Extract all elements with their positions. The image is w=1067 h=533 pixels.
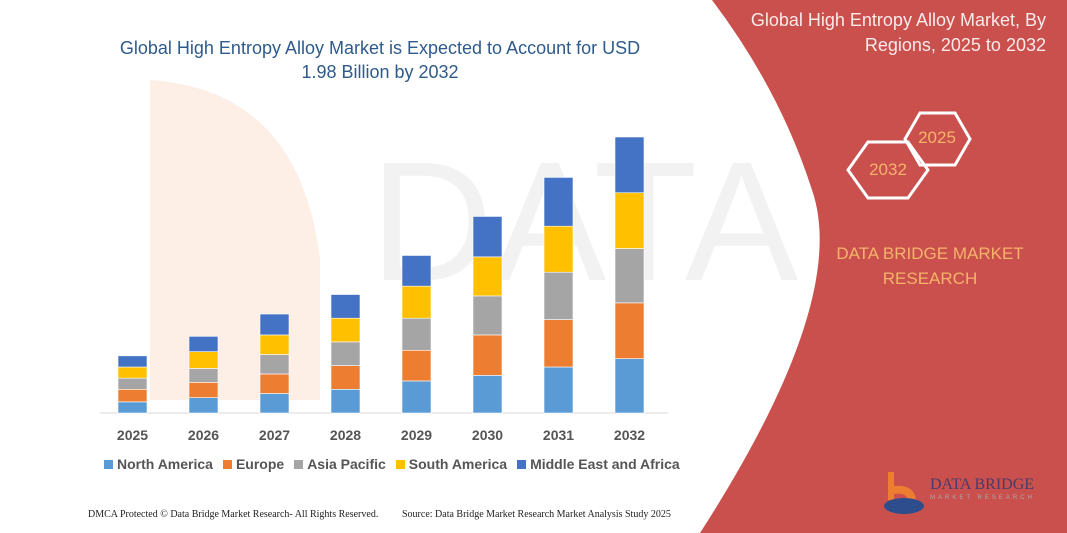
legend-label: North America [117,456,213,472]
bar-2029-europe [401,349,432,382]
bar-2031-europe [543,319,574,368]
bar-2030-europe [472,334,503,376]
bar-2025-middle-east-and-africa [117,355,148,368]
bar-2032-europe [614,302,645,359]
bar-2031-middle-east-and-africa [543,177,574,227]
watermark-text: DATA [370,127,799,317]
legend-item: South America [395,456,508,472]
bar-2028-middle-east-and-africa [330,294,361,319]
bar-2026-middle-east-and-africa [188,336,219,352]
bar-2028-south-america [330,317,361,343]
x-tick-label: 2027 [259,427,290,443]
x-tick-label: 2028 [330,427,361,443]
hex-label-2032: 2032 [869,160,907,179]
logo-text: DATA BRIDGE [930,476,1035,493]
x-tick-label: 2030 [472,427,503,443]
hexagon-2025 [903,111,972,167]
red-panel [700,0,1067,533]
bar-2030-middle-east-and-africa [472,216,503,258]
legend-swatch [395,460,405,469]
brand-text: DATA BRIDGE MARKET RESEARCH [836,244,1024,288]
bar-2031-south-america [543,225,574,273]
bar-2031-north-america [543,366,574,414]
bar-2027-north-america [259,393,290,414]
bar-2028-asia-pacific [330,341,361,366]
bar-2030-asia-pacific [472,295,503,336]
footer-copyright: DMCA Protected © Data Bridge Market Rese… [88,509,379,520]
bar-2025-south-america [117,366,148,379]
footer-source: Source: Data Bridge Market Research Mark… [402,509,671,520]
legend-item: Middle East and Africa [517,456,680,472]
x-tick-label: 2025 [117,427,148,443]
bar-2032-north-america [614,358,645,414]
bar-2025-asia-pacific [117,377,148,390]
data-bridge-logo-icon [884,472,924,514]
bar-2028-north-america [330,389,361,414]
legend-label: Europe [235,456,285,472]
logo-subtext: MARKET RESEARCH [930,495,1035,501]
bar-2027-asia-pacific [259,354,290,375]
bar-2029-south-america [401,285,432,319]
legend-item: North America [104,456,213,472]
bar-2028-europe [330,365,361,390]
bar-2025-north-america [117,401,148,414]
legend-label: South America [408,456,508,472]
bar-2029-asia-pacific [401,317,432,351]
x-tick-label: 2032 [614,427,645,443]
legend-swatch [517,460,527,469]
legend-item: Asia Pacific [294,456,386,472]
legend-swatch [104,460,113,469]
chart-title: Global High Entropy Alloy Market is Expe… [119,38,641,82]
x-tick-label: 2029 [401,427,432,443]
bar-2032-asia-pacific [614,248,645,304]
bar-2030-north-america [472,375,503,414]
bar-2032-middle-east-and-africa [614,136,645,194]
hex-label-2025: 2025 [918,128,956,147]
bar-2027-europe [259,373,290,394]
bar-2026-north-america [188,397,219,414]
hexagon-2032 [846,140,930,200]
legend-label: Asia Pacific [307,456,386,472]
bar-2029-middle-east-and-africa [401,255,432,287]
legend-label: Middle East and Africa [530,456,680,472]
x-tick-label: 2026 [188,427,219,443]
legend-swatch [222,460,232,469]
bar-2025-europe [117,389,148,403]
bar-2026-asia-pacific [188,368,219,383]
legend: North America Europe Asia Pacific South Ame… [104,456,680,472]
x-tick-label: 2031 [543,427,574,443]
bar-2031-asia-pacific [543,271,574,320]
bar-2027-south-america [259,334,290,355]
bar-2030-south-america [472,256,503,297]
side-panel-title: Global High Entropy Alloy Market, By Reg… [750,10,1046,55]
legend-item: Europe [222,456,285,472]
bar-2032-south-america [614,192,645,249]
bar-2026-south-america [188,351,219,369]
bar-2027-middle-east-and-africa [259,313,290,336]
bar-2026-europe [188,382,219,398]
bar-2029-north-america [401,380,432,414]
legend-swatch [294,460,304,469]
